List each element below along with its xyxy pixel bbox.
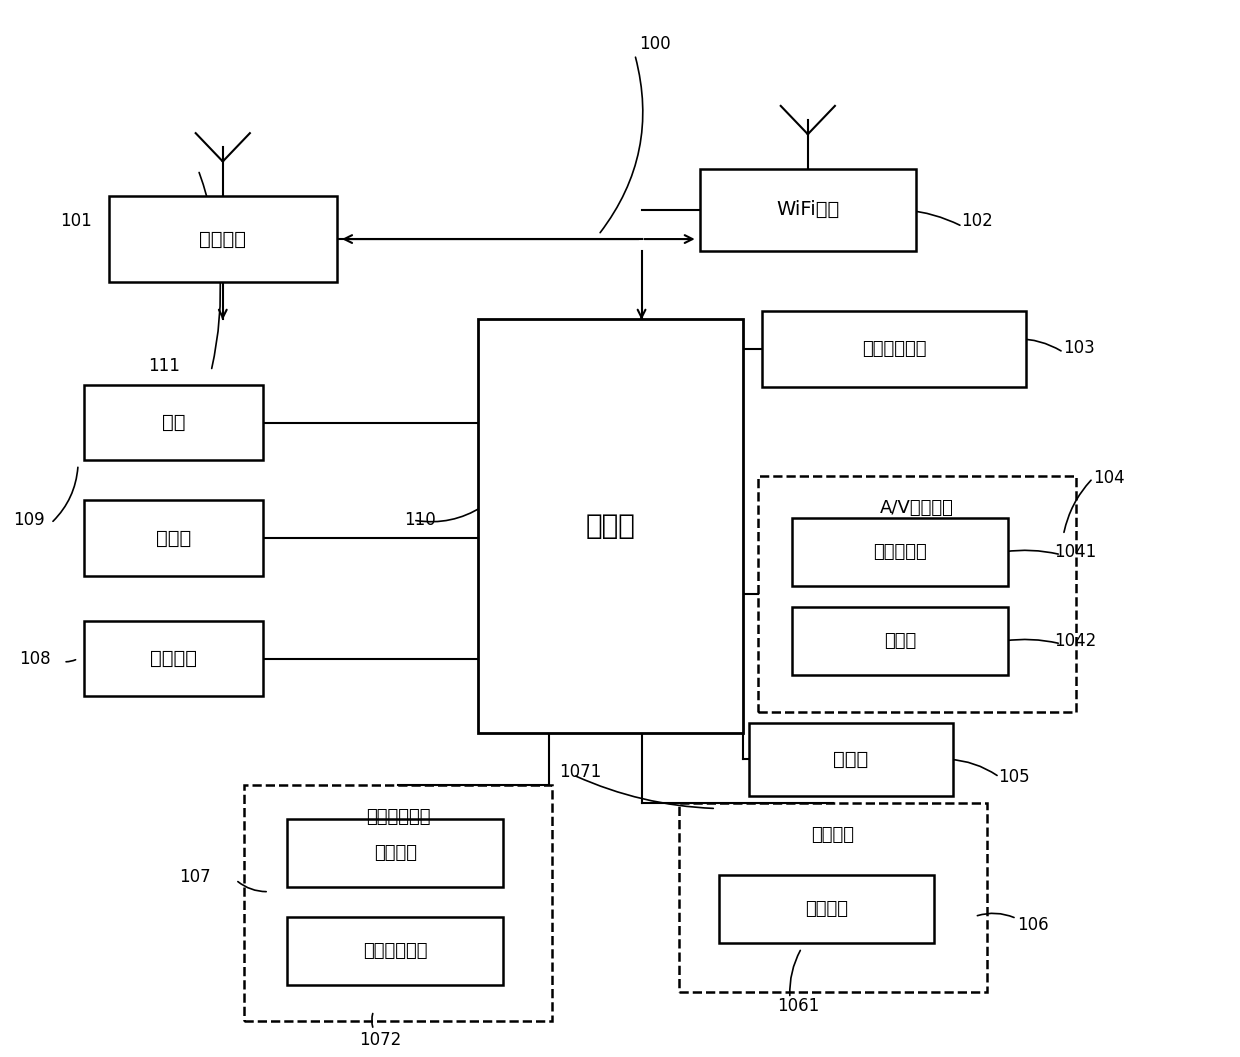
Text: WiFi模块: WiFi模块 — [776, 200, 839, 219]
Text: 104: 104 — [1094, 469, 1125, 487]
Text: 电源: 电源 — [161, 413, 185, 432]
Bar — [792, 607, 1008, 675]
Text: 存储器: 存储器 — [156, 528, 191, 548]
Text: 1071: 1071 — [559, 763, 601, 781]
Text: 101: 101 — [60, 212, 92, 230]
Text: 111: 111 — [149, 357, 180, 375]
Text: 107: 107 — [180, 868, 211, 886]
Bar — [749, 723, 952, 796]
Text: 106: 106 — [1017, 916, 1049, 934]
Text: 图形处理器: 图形处理器 — [873, 543, 928, 561]
Text: 显示面板: 显示面板 — [805, 900, 848, 917]
Text: A/V输入单元: A/V输入单元 — [880, 499, 954, 517]
Bar — [701, 169, 915, 251]
Bar — [288, 819, 503, 887]
Text: 处理器: 处理器 — [585, 512, 636, 540]
Text: 102: 102 — [961, 212, 993, 230]
Text: 显示单元: 显示单元 — [811, 827, 854, 845]
Text: 110: 110 — [404, 512, 436, 530]
Text: 105: 105 — [998, 768, 1030, 786]
Text: 1042: 1042 — [1054, 632, 1097, 650]
Text: 1072: 1072 — [358, 1032, 401, 1050]
Text: 音频输出单元: 音频输出单元 — [862, 340, 926, 358]
Bar — [244, 785, 552, 1021]
Text: 109: 109 — [12, 512, 45, 530]
Text: 其他输入设备: 其他输入设备 — [363, 942, 428, 960]
Text: 接口单元: 接口单元 — [150, 649, 197, 668]
Bar — [761, 312, 1027, 387]
Bar — [84, 620, 263, 697]
Text: 触控面板: 触控面板 — [373, 845, 417, 863]
Bar — [84, 500, 263, 576]
Text: 108: 108 — [19, 650, 51, 668]
Text: 1061: 1061 — [777, 997, 820, 1015]
Bar — [288, 916, 503, 985]
Text: 麦克风: 麦克风 — [884, 632, 916, 650]
Bar — [479, 319, 743, 733]
Bar — [680, 803, 987, 993]
Bar — [109, 196, 337, 282]
Bar — [84, 385, 263, 461]
Text: 103: 103 — [1064, 339, 1095, 357]
Text: 传感器: 传感器 — [833, 749, 868, 768]
Text: 100: 100 — [639, 35, 671, 53]
Text: 射频单元: 射频单元 — [200, 229, 247, 248]
Bar — [718, 874, 934, 943]
Bar — [758, 476, 1076, 712]
Bar — [792, 518, 1008, 587]
Text: 1041: 1041 — [1054, 542, 1097, 560]
Text: 用户输入单元: 用户输入单元 — [366, 809, 430, 827]
